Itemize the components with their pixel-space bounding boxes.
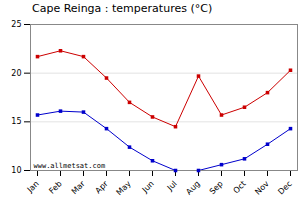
svg-text:www.allmetsat.com: www.allmetsat.com (34, 162, 106, 170)
svg-text:Aug: Aug (184, 179, 201, 196)
svg-text:Feb: Feb (47, 179, 63, 195)
svg-text:Mar: Mar (70, 179, 88, 197)
svg-text:Jan: Jan (25, 179, 41, 195)
svg-text:Dec: Dec (276, 179, 293, 196)
svg-text:May: May (115, 179, 133, 197)
svg-text:20: 20 (11, 69, 21, 78)
svg-text:25: 25 (11, 20, 21, 29)
svg-text:10: 10 (11, 166, 21, 175)
html-text:Cape Reinga : temperatures (°C: Cape Reinga : temperatures (°C) (32, 2, 213, 15)
svg-text:Jul: Jul (165, 179, 179, 193)
svg-text:Oct: Oct (232, 179, 248, 195)
svg-text:Jun: Jun (140, 179, 156, 195)
svg-text:Apr: Apr (94, 179, 111, 196)
svg-text:Sep: Sep (208, 179, 225, 196)
svg-text:15: 15 (11, 117, 21, 126)
svg-text:Nov: Nov (253, 179, 271, 197)
